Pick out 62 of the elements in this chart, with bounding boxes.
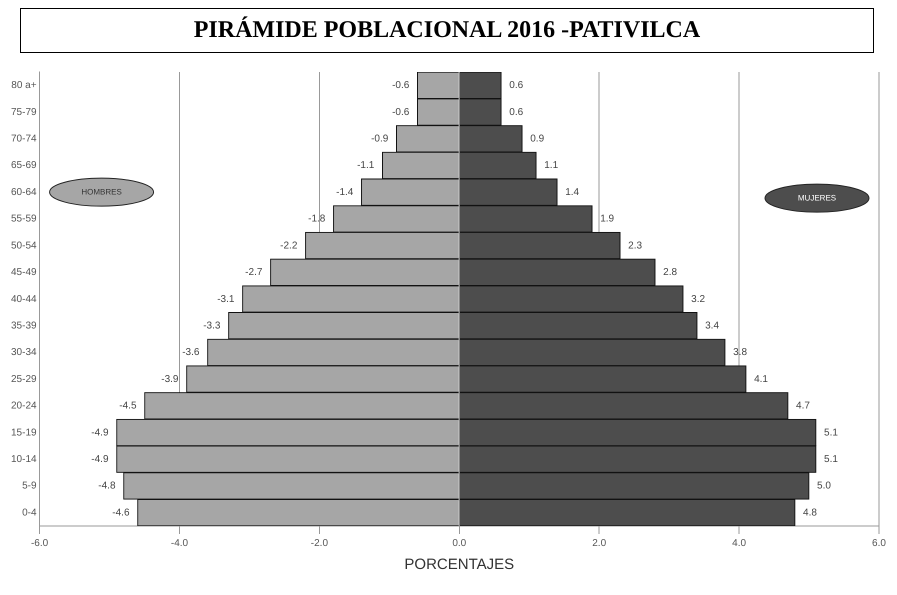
data-label: -3.9 bbox=[161, 374, 179, 385]
x-tick-label: -4.0 bbox=[170, 538, 189, 549]
data-label: -3.1 bbox=[217, 294, 235, 305]
y-tick-label: 60-64 bbox=[11, 186, 38, 198]
data-label: 4.8 bbox=[803, 507, 818, 518]
data-label: 1.9 bbox=[600, 214, 615, 225]
data-label: -4.9 bbox=[91, 427, 109, 438]
y-tick-label: 70-74 bbox=[11, 134, 38, 145]
data-label: 5.0 bbox=[817, 480, 832, 492]
data-label: 4.7 bbox=[796, 400, 810, 412]
y-tick-label: 5-9 bbox=[22, 480, 38, 492]
data-label: 5.1 bbox=[824, 454, 838, 465]
data-label: 4.1 bbox=[754, 374, 768, 385]
data-label: 2.3 bbox=[628, 240, 643, 252]
y-tick-label: 30-34 bbox=[11, 347, 38, 358]
data-label: 3.8 bbox=[733, 347, 748, 358]
data-label: -1.4 bbox=[336, 186, 354, 198]
data-label: -4.8 bbox=[98, 480, 116, 492]
x-tick-label: 2.0 bbox=[592, 538, 607, 549]
data-label: -4.6 bbox=[112, 507, 130, 518]
x-tick-label: 6.0 bbox=[872, 538, 886, 549]
data-label: -3.3 bbox=[203, 320, 221, 332]
data-label: -4.9 bbox=[91, 454, 109, 465]
data-label: -2.2 bbox=[280, 240, 298, 252]
data-label: 1.1 bbox=[544, 160, 559, 172]
data-label: -1.8 bbox=[308, 214, 326, 225]
data-label: 5.1 bbox=[824, 427, 838, 438]
x-tick-label: -6.0 bbox=[30, 538, 49, 549]
y-tick-label: 50-54 bbox=[11, 240, 38, 252]
data-label: 0.9 bbox=[530, 134, 545, 145]
y-tick-label: 15-19 bbox=[11, 427, 38, 438]
chart-title: PIRÁMIDE POBLACIONAL 2016 -PATIVILCA bbox=[20, 8, 874, 53]
y-tick-label: 35-39 bbox=[11, 320, 38, 332]
data-label: 3.4 bbox=[705, 320, 720, 332]
y-tick-label: 10-14 bbox=[11, 454, 38, 465]
data-label: -1.1 bbox=[357, 160, 375, 172]
y-tick-label: 80 a+ bbox=[11, 80, 37, 92]
y-tick-label: 65-69 bbox=[11, 160, 38, 172]
data-label: -2.7 bbox=[245, 267, 263, 278]
data-label: 0.6 bbox=[509, 106, 524, 118]
x-axis-title: PORCENTAJES bbox=[404, 556, 514, 574]
x-tick-label: 4.0 bbox=[732, 538, 746, 549]
data-label: -4.5 bbox=[119, 400, 137, 412]
x-tick-label: -2.0 bbox=[310, 538, 328, 549]
y-tick-label: 0-4 bbox=[22, 507, 38, 518]
data-label: -0.6 bbox=[392, 80, 410, 92]
y-tick-label: 40-44 bbox=[11, 294, 38, 305]
y-tick-label: 20-24 bbox=[11, 400, 38, 412]
data-label: 0.6 bbox=[509, 80, 524, 92]
y-tick-label: 45-49 bbox=[11, 267, 38, 278]
data-label: -3.6 bbox=[182, 347, 200, 358]
text: HOMBRES bbox=[81, 187, 122, 196]
data-label: -0.6 bbox=[392, 106, 410, 118]
data-label: 3.2 bbox=[691, 294, 706, 305]
x-tick-label: 0.0 bbox=[452, 538, 467, 549]
data-label: -0.9 bbox=[371, 134, 389, 145]
y-tick-label: 55-59 bbox=[11, 214, 38, 225]
data-label: 1.4 bbox=[565, 186, 580, 198]
data-label: 2.8 bbox=[663, 267, 678, 278]
text: MUJERES bbox=[798, 193, 836, 202]
y-tick-label: 25-29 bbox=[11, 374, 38, 385]
y-tick-label: 75-79 bbox=[11, 106, 38, 118]
